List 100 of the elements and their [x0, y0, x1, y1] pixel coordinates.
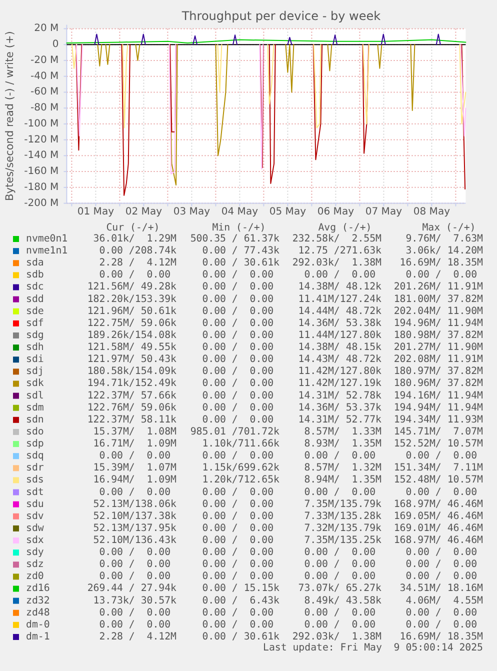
text: 0.00 / 0.00	[406, 486, 478, 498]
text: 0.00 / 0.00	[202, 294, 274, 305]
text: 0.00 / 0.00	[202, 366, 274, 378]
text: 73.07k/ 65.27k	[298, 583, 382, 594]
text: 52.10M/136.43k	[93, 535, 177, 546]
text: 0.00 / 0.00	[304, 619, 376, 630]
y-axis-title: Bytes/second read (-) / write (+)	[4, 31, 16, 201]
legend-label: zd48	[26, 607, 50, 618]
text: 0.00 / 0.00	[202, 498, 274, 510]
text: 0.00 / 30.61k	[202, 258, 280, 269]
text: 189.26k/154.08k	[87, 330, 177, 341]
legend-label: sda	[26, 258, 44, 269]
text: 16.94M/ 1.09M	[93, 474, 177, 486]
text: 202.08M/ 11.91M	[394, 354, 484, 366]
text: 194.94M/ 11.94M	[394, 402, 484, 414]
y-tick-label: -60 M	[30, 86, 59, 98]
text: 269.44 / 27.94k	[87, 583, 177, 594]
text: 194.34M/ 11.93M	[394, 414, 484, 426]
text: 0.00 / 0.00	[202, 522, 274, 534]
text: 0.00 / 0.00	[406, 607, 478, 618]
legend-label: sds	[26, 474, 44, 486]
text: 16.69M/ 18.35M	[400, 258, 484, 269]
text: 201.26M/ 11.91M	[394, 282, 484, 293]
text: 1.10k/711.66k	[202, 438, 280, 450]
text: 7.33M/135.28k	[304, 510, 382, 522]
text: 2.28 / 4.12M	[99, 258, 177, 269]
text: 121.56M/ 49.28k	[87, 282, 177, 293]
text: 8.49k/ 43.58k	[304, 595, 382, 606]
text: 168.97M/ 46.46M	[394, 535, 484, 546]
legend-label: sdk	[26, 378, 44, 390]
text: 8.94M/ 1.35M	[304, 474, 382, 486]
legend-label: sdg	[26, 330, 44, 341]
text: 14.31M/ 52.78k	[298, 390, 382, 402]
text: 1.20k/712.65k	[202, 474, 280, 486]
legend-label: sdq	[26, 450, 44, 462]
text: 0.00 / 15.15k	[202, 583, 280, 594]
text: 14.31M/ 52.77k	[298, 414, 382, 426]
text: 122.37M/ 57.66k	[87, 390, 177, 402]
legend-label: sdw	[26, 522, 44, 534]
text: 0.00 / 0.00	[202, 354, 274, 366]
text: 0.00 / 0.00	[99, 486, 171, 498]
y-tick-label: -100 M	[24, 118, 59, 130]
legend-label: dm-0	[26, 619, 50, 630]
text: 15.39M/ 1.07M	[93, 462, 177, 474]
text: 0.00 / 0.00	[406, 270, 478, 281]
text: 0.00 / 0.00	[202, 342, 274, 354]
text: 3.06k/ 14.20M	[406, 246, 484, 257]
text: 0.00 /208.74k	[99, 246, 177, 257]
text: 0.00 / 77.43k	[202, 246, 280, 257]
text: Min (-/+)	[212, 222, 266, 234]
text: 145.71M/ 7.07M	[394, 426, 484, 438]
text: 151.34M/ 7.11M	[394, 462, 484, 474]
text: 0.00 / 0.00	[99, 547, 171, 558]
text: 0.00 / 0.00	[406, 450, 478, 462]
text: 1.15k/699.62k	[202, 462, 280, 474]
text: 201.27M/ 11.90M	[394, 342, 484, 354]
legend-label: sdc	[26, 282, 44, 293]
text: 14.36M/ 53.37k	[298, 402, 382, 414]
legend-label: sdp	[26, 438, 44, 450]
text: 0.00 / 0.00	[202, 571, 274, 582]
text: 0.00 / 0.00	[202, 510, 274, 522]
y-tick-label: -40 M	[30, 70, 59, 82]
text: 16.71M/ 1.09M	[93, 438, 177, 450]
text: 0.00 / 0.00	[406, 559, 478, 570]
text: Last update: Fri May 9 05:00:14 2025	[263, 642, 484, 654]
text: 0.00 / 0.00	[99, 607, 171, 618]
x-tick-label: 06 May	[317, 206, 354, 218]
text: 0.00 / 0.00	[99, 619, 171, 630]
legend-label: sde	[26, 306, 44, 317]
text: 0.00 / 0.00	[304, 486, 376, 498]
text: 169.05M/ 46.46M	[394, 510, 484, 522]
text: 0.00 / 0.00	[202, 330, 274, 341]
y-tick-label: -80 M	[30, 102, 59, 114]
text: 0.00 / 0.00	[202, 282, 274, 293]
text: 292.03k/ 1.38M	[292, 258, 382, 269]
text: 0.00 / 6.43k	[202, 595, 280, 606]
text: 2.28 / 4.12M	[99, 631, 177, 642]
x-tick-label: 02 May	[125, 206, 162, 218]
legend-label: sdd	[26, 294, 44, 305]
text: 7.35M/135.79k	[304, 498, 382, 510]
text: 0.00 / 0.00	[202, 318, 274, 329]
text: 0.00 / 0.00	[202, 390, 274, 402]
text: 985.01 /701.72k	[190, 426, 280, 438]
text: 0.00 / 0.00	[406, 547, 478, 558]
text: 8.57M/ 1.32M	[304, 462, 382, 474]
legend-label: zd32	[26, 595, 50, 606]
text: Cur (-/+)	[106, 222, 160, 234]
legend-label: sdo	[26, 426, 44, 438]
text: 14.43M/ 48.72k	[298, 354, 382, 366]
text: 16.69M/ 18.35M	[400, 631, 484, 642]
text: 14.36M/ 53.38k	[298, 318, 382, 329]
legend-label: sdx	[26, 535, 44, 546]
text: 14.44M/ 48.72k	[298, 306, 382, 317]
text: 0.00 / 0.00	[99, 571, 171, 582]
text: 14.38M/ 48.12k	[298, 282, 382, 293]
legend-label: sdf	[26, 318, 44, 329]
text: 0.00 / 0.00	[99, 450, 171, 462]
text: 169.01M/ 46.46M	[394, 522, 484, 534]
text: 122.76M/ 59.06k	[87, 402, 177, 414]
x-tick-label: 08 May	[413, 206, 450, 218]
